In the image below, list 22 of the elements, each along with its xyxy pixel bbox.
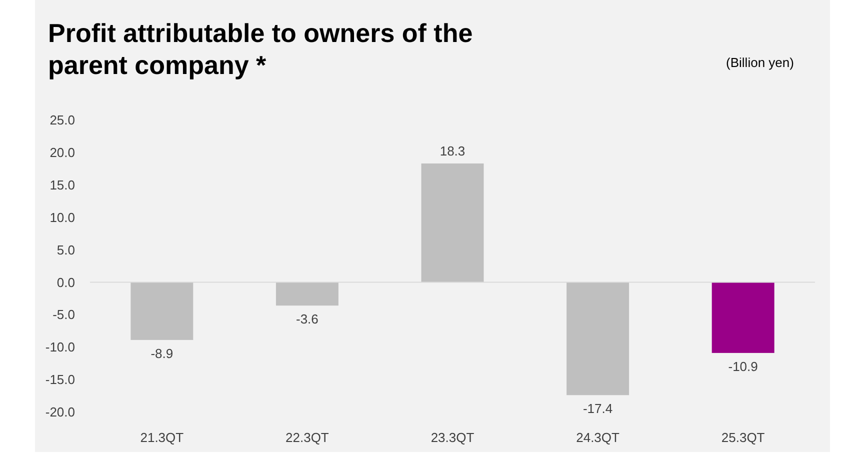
- x-tick-label: 21.3QT: [140, 430, 184, 445]
- y-tick-label: -5.0: [52, 307, 75, 322]
- chart-title: Profit attributable to owners of the parent company *: [48, 18, 473, 80]
- x-tick-label: 23.3QT: [430, 430, 474, 445]
- data-label: 18.3: [440, 143, 466, 158]
- y-tick-label: 25.0: [50, 112, 75, 128]
- data-label: -10.9: [728, 358, 758, 374]
- y-tick-label: 15.0: [50, 177, 75, 192]
- y-tick-label: 5.0: [56, 242, 75, 258]
- y-tick-label: 0.0: [56, 274, 75, 290]
- x-tick-label: 24.3QT: [576, 430, 620, 445]
- x-tick-label: 22.3QT: [286, 430, 329, 445]
- data-label: -8.9: [150, 346, 174, 361]
- y-tick-label: -20.0: [45, 404, 75, 420]
- y-tick-label: -10.0: [45, 340, 75, 355]
- y-tick-label: -15.0: [45, 372, 75, 388]
- data-label: -17.4: [582, 401, 613, 416]
- y-axis-title: (Billion yen): [726, 55, 794, 70]
- x-tick-label: 25.3QT: [721, 430, 765, 445]
- y-tick-label: 10.0: [50, 210, 75, 225]
- data-label: -3.6: [296, 312, 318, 327]
- y-tick-label: 20.0: [50, 144, 75, 160]
